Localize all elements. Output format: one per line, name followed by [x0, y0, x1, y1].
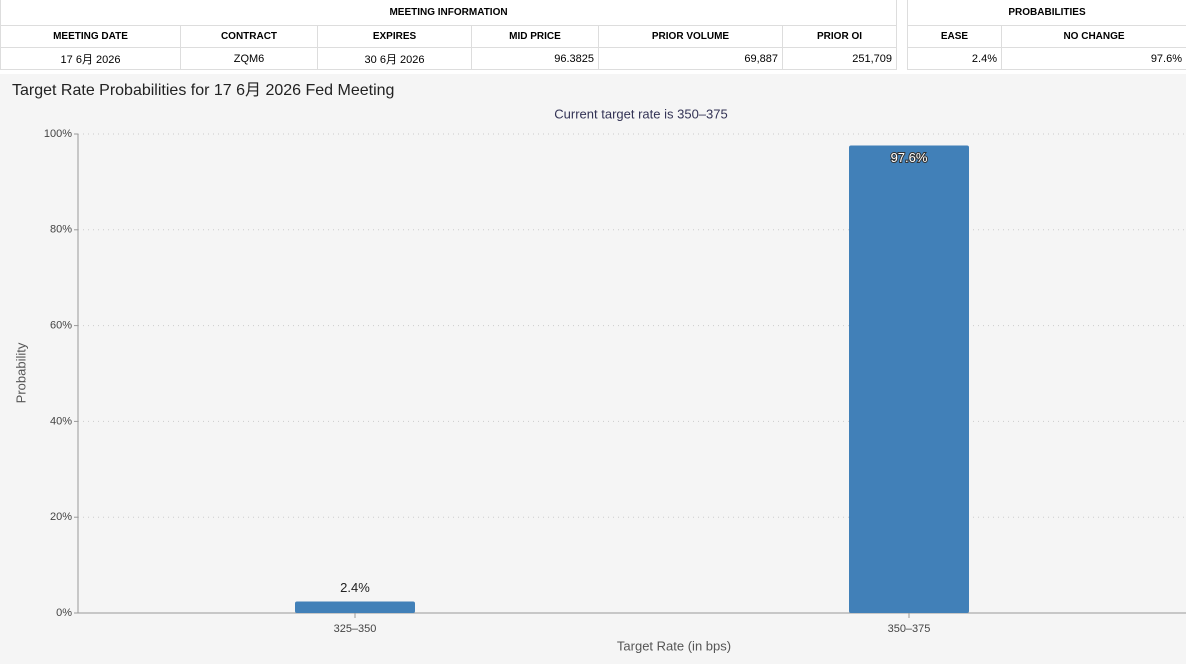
table-title: PROBABILITIES — [906, 0, 1186, 26]
table-row: 2.4% 97.6% — [907, 47, 1186, 70]
x-tick-label: 350–375 — [888, 623, 931, 635]
column-header: MID PRICE — [471, 25, 599, 48]
bar — [849, 145, 969, 613]
column-header: PRIOR OI — [781, 25, 898, 48]
table-row: EASE NO CHANGE — [907, 25, 1186, 48]
y-tick-label: 40% — [50, 415, 72, 427]
table-cell: 17 6月 2026 — [0, 47, 181, 70]
bar — [295, 601, 415, 613]
chart: Target Rate Probabilities for 17 6月 2026… — [0, 74, 1186, 664]
data-label: 2.4% — [340, 580, 370, 595]
y-tick-label: 0% — [56, 607, 72, 619]
y-tick-label: 100% — [44, 128, 72, 140]
column-header: CONTRACT — [180, 25, 318, 48]
table-row: 17 6月 2026 ZQM6 30 6月 2026 96.3825 69,887 251… — [0, 47, 898, 70]
probabilities-table: PROBABILITIES EASE NO CHANGE 2.4% 97.6% — [906, 0, 1186, 70]
y-tick-label: 80% — [50, 224, 72, 236]
y-axis-label: Probability — [13, 342, 28, 403]
chart-subtitle: Current target rate is 350–375 — [554, 106, 727, 121]
table-row: MEETING DATE CONTRACT EXPIRES MID PRICE PRIO… — [0, 25, 898, 48]
table-row: PROBABILITIES — [906, 0, 1186, 26]
column-header: EXPIRES — [317, 25, 472, 48]
data-label: 97.6% — [891, 150, 928, 165]
x-axis-label: Target Rate (in bps) — [617, 638, 731, 653]
table-cell: 96.3825 — [471, 47, 599, 70]
table-cell: ZQM6 — [180, 47, 318, 70]
table-cell: 2.4% — [907, 47, 1002, 70]
table-cell: 97.6% — [1000, 47, 1186, 70]
table-title: MEETING INFORMATION — [0, 0, 898, 26]
x-tick-label: 325–350 — [334, 623, 377, 635]
table-row: MEETING INFORMATION — [0, 0, 898, 26]
meeting-table: MEETING INFORMATION MEETING DATE CONTRACT E… — [0, 0, 898, 70]
column-header: MEETING DATE — [0, 25, 181, 48]
table-cell: 69,887 — [598, 47, 783, 70]
table-cell: 251,709 — [781, 47, 898, 70]
chart-title: Target Rate Probabilities for 17 6月 2026… — [12, 82, 394, 99]
column-header: NO CHANGE — [1000, 25, 1186, 48]
column-header: PRIOR VOLUME — [598, 25, 783, 48]
table-cell: 30 6月 2026 — [317, 47, 472, 70]
y-tick-label: 20% — [50, 511, 72, 523]
y-tick-label: 60% — [50, 320, 72, 332]
column-header: EASE — [907, 25, 1002, 48]
